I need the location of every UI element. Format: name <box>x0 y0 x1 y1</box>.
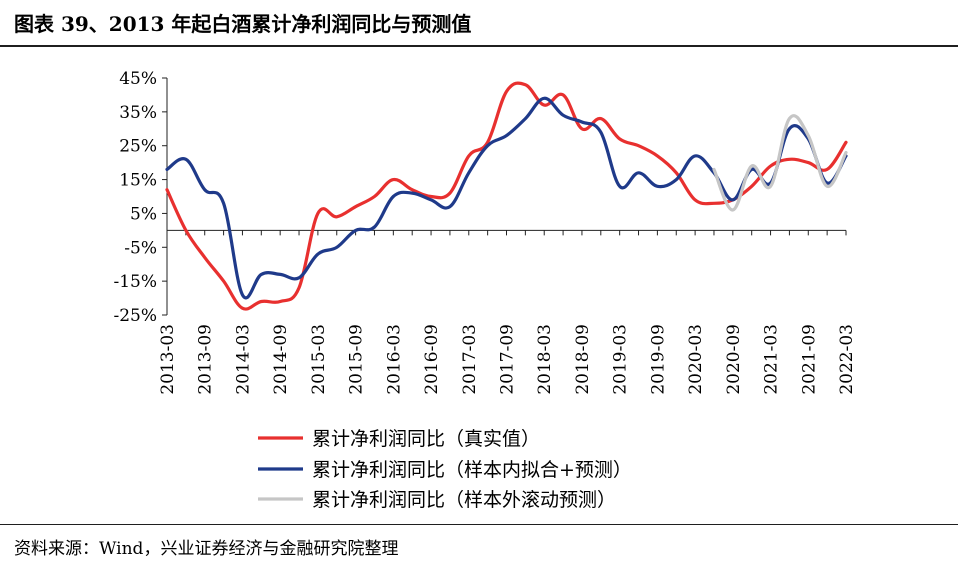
axes: -25% -15% -5% 5% 15% 25% 35% 45% 2013-03 2013-09 2… <box>113 69 857 395</box>
x-tick-label: 2016-03 <box>384 324 404 395</box>
figure-title: 图表 39、2013 年起白酒累计净利润同比与预测值 <box>14 12 472 36</box>
source-divider <box>0 524 958 525</box>
x-tick-label: 2013-09 <box>196 324 216 395</box>
x-tick-label: 2014-03 <box>233 324 253 395</box>
x-tick-label: 2022-03 <box>837 324 857 395</box>
legend-label: 累计净利润同比（真实值） <box>312 428 540 450</box>
x-tick-label: 2016-09 <box>422 324 442 395</box>
y-tick-label: 45% <box>119 69 157 89</box>
legend-item-rolling-forecast: 累计净利润同比（样本外滚动预测） <box>258 489 616 511</box>
y-tick-label: -15% <box>113 272 157 292</box>
x-tick-label: 2015-03 <box>309 324 329 395</box>
legend-label: 累计净利润同比（样本内拟合+预测） <box>312 459 632 481</box>
x-tick-label: 2017-09 <box>498 324 518 395</box>
x-tick-label: 2019-09 <box>648 324 668 395</box>
series-rolling-forecast-line <box>712 114 848 212</box>
legend-label: 累计净利润同比（样本外滚动预测） <box>312 489 616 511</box>
x-tick-label: 2019-03 <box>611 324 631 395</box>
legend-item-fit-forecast: 累计净利润同比（样本内拟合+预测） <box>258 459 632 481</box>
x-tick-label: 2018-09 <box>573 324 593 395</box>
x-tick-label: 2014-09 <box>271 324 291 395</box>
y-tick-label: 5% <box>130 204 157 224</box>
y-tick-label: -25% <box>113 306 157 326</box>
x-tick-label: 2020-03 <box>686 324 706 395</box>
series-actual-line <box>165 81 848 311</box>
x-tick-label: 2017-03 <box>460 324 480 395</box>
x-tick-label: 2020-09 <box>724 324 744 395</box>
y-tick-label: -5% <box>124 238 157 258</box>
source-note: 资料来源：Wind，兴业证券经济与金融研究院整理 <box>14 539 399 559</box>
series-fit-forecast-line <box>165 96 848 300</box>
x-tick-label: 2013-03 <box>158 324 178 395</box>
x-tick-label: 2015-09 <box>347 324 367 395</box>
x-tick-label: 2021-09 <box>799 324 819 395</box>
title-divider <box>0 45 958 47</box>
legend: 累计净利润同比（真实值） 累计净利润同比（样本内拟合+预测） 累计净利润同比（样本外… <box>258 428 632 511</box>
x-tick-label: 2018-03 <box>535 324 555 395</box>
legend-item-actual: 累计净利润同比（真实值） <box>258 428 540 450</box>
x-tick-label: 2021-03 <box>762 324 782 395</box>
y-tick-label: 15% <box>119 171 157 191</box>
y-tick-label: 35% <box>119 103 157 123</box>
series-lines <box>165 81 848 311</box>
y-tick-label: 25% <box>119 137 157 157</box>
